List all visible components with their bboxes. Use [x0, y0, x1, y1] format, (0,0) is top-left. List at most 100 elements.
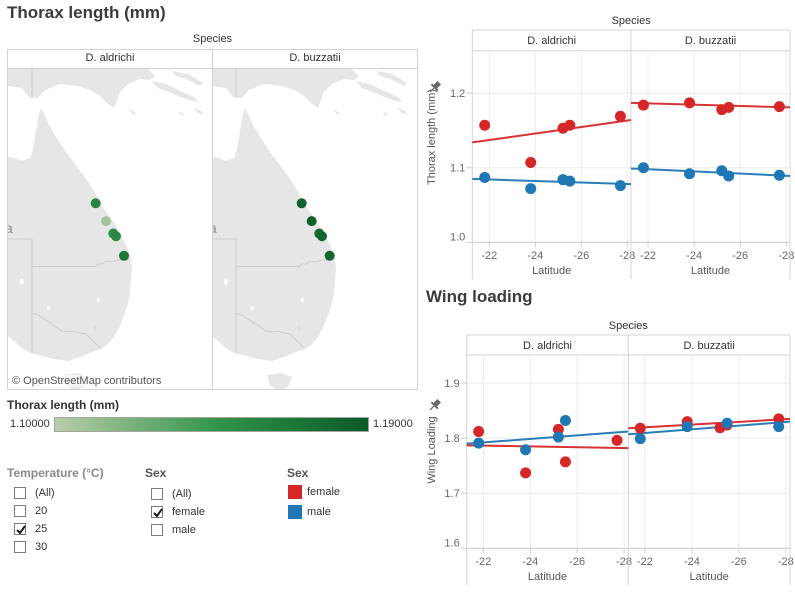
data-point-female-d-aldrichi[interactable]: [611, 434, 623, 446]
x-tick-label: -22: [640, 250, 656, 262]
legend-label-male[interactable]: male: [307, 506, 331, 518]
data-point-male-d-aldrichi[interactable]: [525, 183, 537, 195]
temperature-checkbox-30[interactable]: [14, 541, 26, 553]
map-point[interactable]: [90, 198, 101, 209]
trend-line-female-d-aldrichi[interactable]: [472, 119, 632, 144]
map-dashboard-title: Thorax length (mm): [7, 3, 166, 22]
x-tick-label: -28: [778, 250, 794, 262]
legend-swatch-female[interactable]: [288, 485, 302, 499]
trend-line-female-d-buzzatii[interactable]: [628, 417, 791, 430]
data-point-male-d-aldrichi[interactable]: [479, 171, 491, 183]
trend-line-male-d-buzzatii[interactable]: [628, 420, 791, 436]
data-point-male-d-buzzatii[interactable]: [634, 433, 646, 445]
color-legend-min: 1.10000: [10, 418, 50, 430]
trend-line-female-d-aldrichi[interactable]: [466, 444, 629, 450]
temperature-option-label[interactable]: 20: [35, 505, 48, 517]
sex-filter-title: Sex: [145, 466, 167, 480]
map-header-d-aldrichi: D. aldrichi: [85, 52, 135, 64]
data-point-female-d-buzzatii[interactable]: [773, 413, 785, 425]
data-point-female-d-aldrichi[interactable]: [564, 119, 576, 131]
temperature-checkbox-all[interactable]: [14, 487, 26, 499]
map-panel-d-buzzatii[interactable]: a: [213, 69, 417, 389]
pin-icon[interactable]: [427, 80, 443, 96]
x-tick-label: -24: [527, 250, 543, 262]
map-point[interactable]: [101, 216, 111, 227]
data-point-female-d-buzzatii[interactable]: [634, 422, 646, 434]
data-point-male-d-aldrichi[interactable]: [520, 444, 532, 456]
map-point[interactable]: [324, 250, 335, 261]
data-point-male-d-buzzatii[interactable]: [681, 421, 693, 433]
basemap: [213, 69, 417, 389]
map-point[interactable]: [111, 231, 121, 242]
data-point-female-d-aldrichi[interactable]: [520, 467, 532, 479]
data-point-male-d-buzzatii[interactable]: [723, 170, 735, 182]
data-point-female-d-buzzatii[interactable]: [637, 99, 649, 111]
y-tick-label: 1.0: [450, 231, 465, 243]
temperature-checkbox-25[interactable]: [14, 523, 26, 535]
facet-header-d-aldrichi: D. aldrichi: [527, 35, 576, 47]
data-point-male-d-aldrichi[interactable]: [552, 431, 564, 443]
pin-icon[interactable]: [427, 398, 443, 414]
data-point-male-d-aldrichi[interactable]: [614, 180, 626, 192]
x-axis-title: Latitude: [532, 265, 571, 277]
sex-checkbox-male[interactable]: [151, 524, 163, 536]
data-point-female-d-aldrichi[interactable]: [473, 426, 485, 438]
temperature-checkbox-20[interactable]: [14, 505, 26, 517]
map-header-d-buzzatii: D. buzzatii: [289, 52, 341, 64]
data-point-male-d-buzzatii[interactable]: [773, 169, 785, 181]
facet-label: Species: [612, 15, 652, 27]
trend-line-female-d-buzzatii[interactable]: [630, 101, 791, 109]
data-point-male-d-buzzatii[interactable]: [684, 168, 696, 180]
map-panel-d-aldrichi[interactable]: a: [8, 69, 212, 389]
sex-option-label[interactable]: male: [172, 524, 196, 536]
data-point-male-d-buzzatii[interactable]: [773, 421, 785, 433]
y-tick-label: 1.1: [450, 163, 465, 175]
temperature-option-label[interactable]: (All): [35, 487, 55, 499]
temperature-option-label[interactable]: 30: [35, 541, 48, 553]
map-facet-label: Species: [192, 33, 233, 45]
map-points-d-aldrichi: [90, 198, 129, 261]
sex-option-label[interactable]: female: [172, 506, 206, 518]
data-point-male-d-aldrichi[interactable]: [559, 415, 571, 427]
map-attribution[interactable]: © OpenStreetMap contributors: [10, 375, 164, 387]
data-point-female-d-aldrichi[interactable]: [614, 110, 626, 122]
x-tick-label: -26: [732, 250, 748, 262]
trend-line-male-d-aldrichi[interactable]: [472, 177, 632, 186]
legend-label-female[interactable]: female: [307, 486, 341, 498]
y-axis-title: Wing Loading: [426, 416, 438, 483]
data-point-female-d-buzzatii[interactable]: [773, 101, 785, 113]
map-point[interactable]: [317, 231, 327, 242]
sex-checkbox-all[interactable]: [151, 488, 163, 500]
y-axis-title: Thorax length (mm): [426, 89, 438, 185]
map-point[interactable]: [306, 216, 317, 227]
data-point-female-d-aldrichi[interactable]: [552, 423, 564, 435]
data-point-male-d-buzzatii[interactable]: [721, 417, 733, 429]
sex-legend-title: Sex: [287, 466, 309, 480]
data-point-female-d-aldrichi[interactable]: [525, 157, 537, 169]
map-points-d-buzzatii: [296, 198, 335, 261]
data-point-female-d-aldrichi[interactable]: [559, 456, 571, 468]
sex-option-label[interactable]: (All): [172, 488, 192, 500]
data-point-female-d-aldrichi[interactable]: [479, 119, 491, 131]
trend-line-male-d-aldrichi[interactable]: [466, 430, 629, 445]
y-tick-label: 1.8: [444, 433, 459, 445]
x-tick-label: -22: [481, 250, 497, 262]
data-point-male-d-aldrichi[interactable]: [473, 437, 485, 449]
trend-line-male-d-buzzatii[interactable]: [630, 167, 791, 177]
legend-swatch-male[interactable]: [288, 505, 302, 519]
data-point-female-d-buzzatii[interactable]: [723, 101, 735, 113]
sex-checkbox-female[interactable]: [151, 506, 163, 518]
facet-header-d-buzzatii: D. buzzatii: [685, 35, 736, 47]
temperature-option-label[interactable]: 25: [35, 523, 48, 535]
y-tick-label: 1.6: [444, 537, 459, 549]
x-tick-label: -28: [616, 556, 632, 568]
color-legend-title: Thorax length (mm): [7, 398, 120, 412]
data-point-female-d-buzzatii[interactable]: [684, 97, 696, 109]
map-point[interactable]: [296, 198, 307, 209]
data-point-male-d-aldrichi[interactable]: [564, 175, 576, 187]
map-point[interactable]: [119, 250, 129, 261]
x-axis-title: Latitude: [691, 265, 730, 277]
data-point-male-d-buzzatii[interactable]: [637, 162, 649, 174]
scatter-charts: 1.0 1.1 1.2 -22 -24 -26 -28 D. aldrichi Latitude…: [426, 15, 794, 585]
facet-label: Species: [609, 320, 649, 332]
